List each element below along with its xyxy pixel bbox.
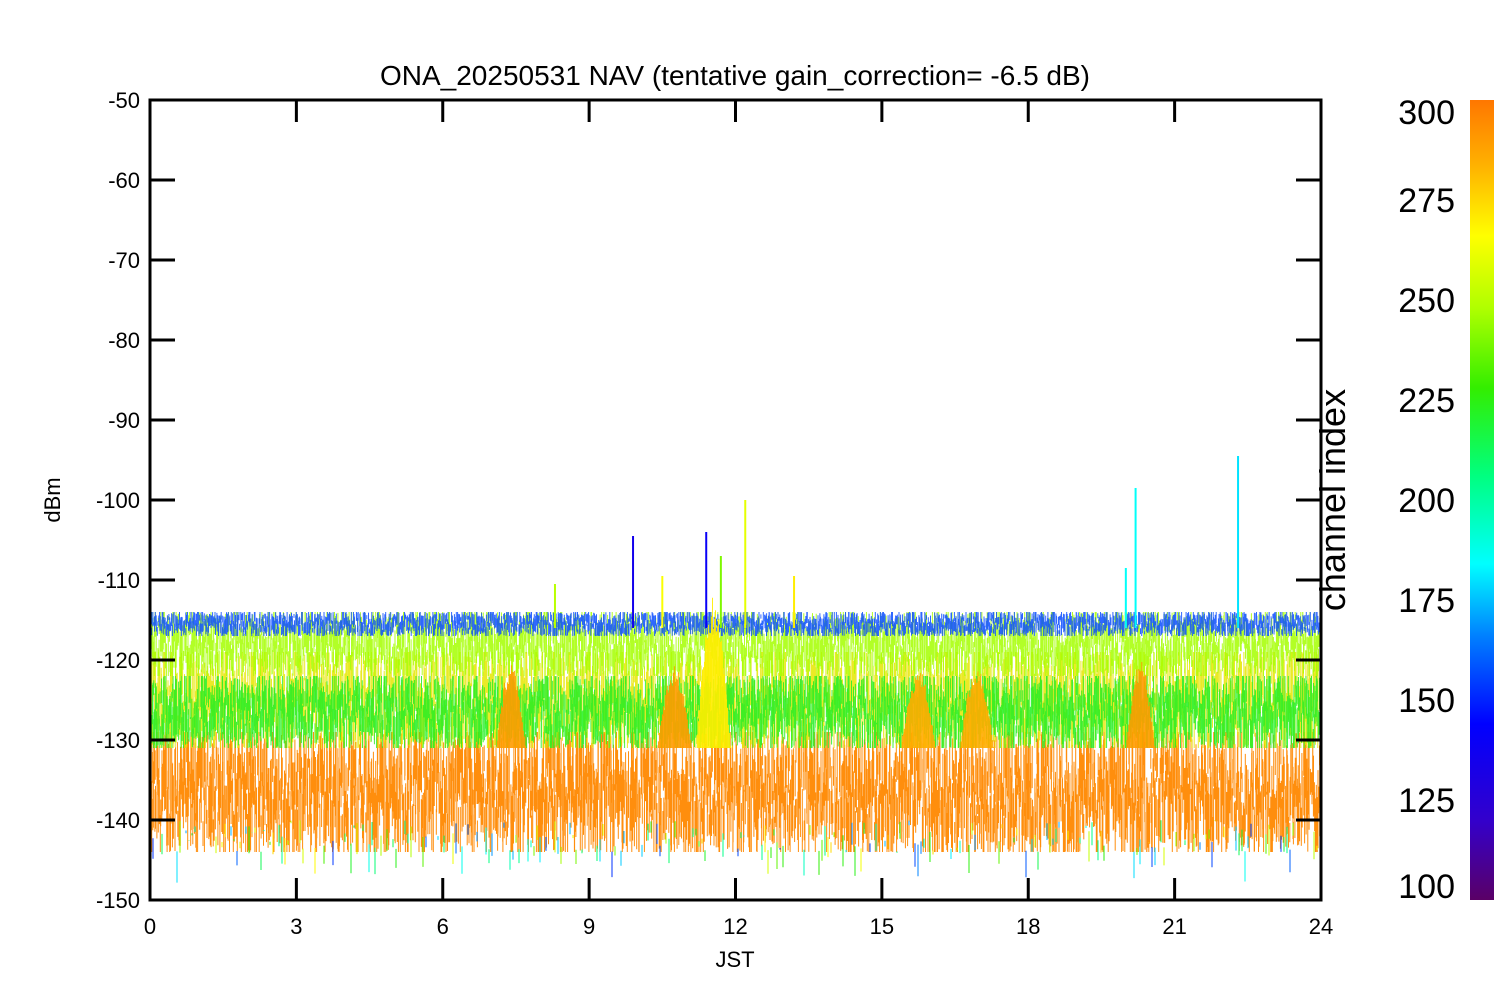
y-tick-label: -90 xyxy=(108,408,140,433)
outlier-trace xyxy=(641,836,1249,857)
outlier-trace xyxy=(518,840,1099,864)
y-axis-label: dBm xyxy=(40,477,65,522)
y-tick-label: -100 xyxy=(96,488,140,513)
x-tick-label: 0 xyxy=(144,914,156,939)
x-tick-label: 18 xyxy=(1016,914,1040,939)
y-tick-label: -50 xyxy=(108,88,140,113)
y-tick-label: -120 xyxy=(96,648,140,673)
y-tick-label: -130 xyxy=(96,728,140,753)
y-tick-label: -70 xyxy=(108,248,140,273)
outlier-trace xyxy=(287,831,1315,860)
x-tick-label: 9 xyxy=(583,914,595,939)
y-tick-label: -110 xyxy=(98,568,140,593)
noise-band-trace xyxy=(150,732,1321,852)
outlier-trace xyxy=(767,834,1036,874)
outlier-trace xyxy=(830,842,934,855)
bump-trace xyxy=(960,671,995,748)
outlier-trace xyxy=(239,841,241,849)
colorbar-tick-label: 275 xyxy=(1398,182,1455,220)
x-tick-label: 3 xyxy=(290,914,302,939)
colorbar-tick-label: 250 xyxy=(1398,282,1455,320)
colorbar-ticks: 100 125 150 175 200 225 250 275 300 xyxy=(1398,94,1455,906)
x-tick-label: 15 xyxy=(870,914,894,939)
bump-trace xyxy=(697,597,731,748)
outlier-trace xyxy=(665,823,973,844)
outlier-trace xyxy=(437,835,745,840)
outlier-trace xyxy=(842,835,970,873)
y-axis: -50 -60 -70 -80 -90 -100 -110 -120 -130 -140 -150 xyxy=(96,88,1321,913)
x-tick-label: 12 xyxy=(723,914,747,939)
outlier-trace xyxy=(425,836,1291,873)
outlier-trace xyxy=(851,822,1201,877)
outlier-trace xyxy=(191,820,1162,843)
colorbar-tick-label: 150 xyxy=(1398,682,1455,720)
chart-title: ONA_20250531 NAV (tentative gain_correct… xyxy=(380,60,1090,91)
x-tick-label: 24 xyxy=(1309,914,1333,939)
outlier-trace xyxy=(332,840,781,866)
y-tick-label: -140 xyxy=(96,808,140,833)
outlier-trace xyxy=(656,823,1153,867)
outlier-trace xyxy=(596,838,670,864)
x-axis-label: JST xyxy=(715,947,754,972)
y-tick-label: -60 xyxy=(108,168,140,193)
x-axis: 0 3 6 9 12 15 18 21 24 xyxy=(144,100,1333,939)
outlier-trace xyxy=(392,837,1015,848)
colorbar-tick-label: 100 xyxy=(1398,868,1455,906)
outlier-trace xyxy=(761,828,1057,860)
outlier-trace xyxy=(371,822,1288,854)
plot-data xyxy=(150,456,1321,883)
bump-trace xyxy=(496,665,526,748)
outlier-trace xyxy=(236,824,469,866)
bump-trace xyxy=(1126,662,1156,748)
colorbar-tick-label: 200 xyxy=(1398,482,1455,520)
bump-trace xyxy=(901,672,936,748)
colorbar-label: channel index xyxy=(1312,389,1353,611)
colorbar-tick-label: 225 xyxy=(1398,382,1455,420)
colorbar-tick-label: 175 xyxy=(1398,582,1455,620)
colorbar-gradient xyxy=(1470,100,1494,900)
y-tick-label: -150 xyxy=(96,888,140,913)
colorbar: 100 125 150 175 200 225 250 275 300 channel inde… xyxy=(1312,94,1494,906)
bump-trace xyxy=(657,666,692,748)
x-tick-label: 6 xyxy=(437,914,449,939)
x-tick-label: 21 xyxy=(1162,914,1186,939)
y-tick-label: -80 xyxy=(108,328,140,353)
colorbar-tick-label: 300 xyxy=(1398,94,1455,132)
colorbar-tick-label: 125 xyxy=(1398,782,1455,820)
outlier-trace xyxy=(150,828,1054,845)
